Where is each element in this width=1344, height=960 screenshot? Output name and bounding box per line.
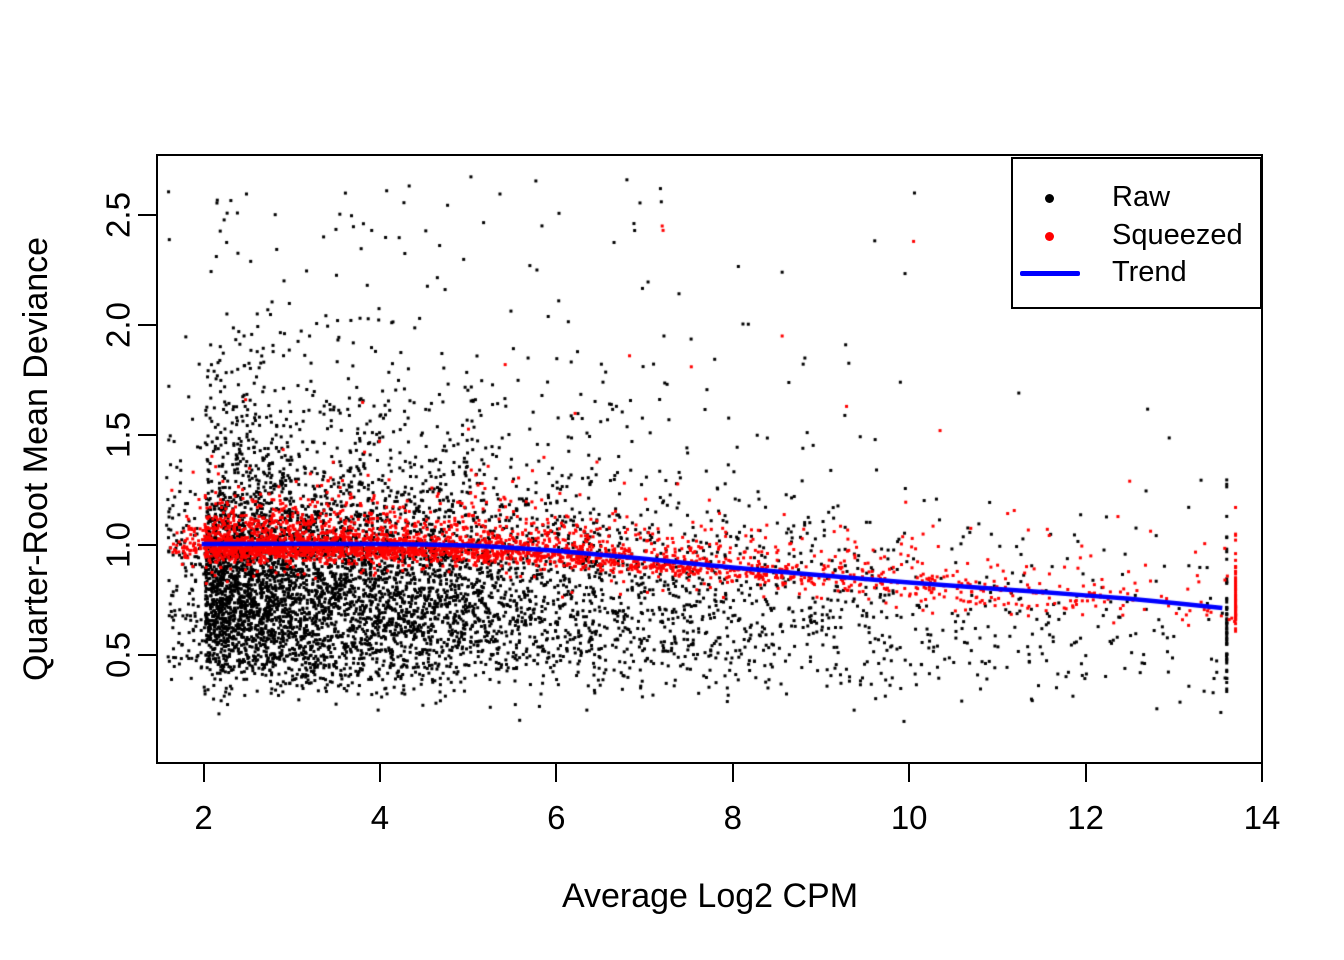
raw-point-icon	[1045, 194, 1054, 203]
x-tick	[378, 764, 381, 782]
x-tick	[1261, 764, 1264, 782]
y-tick-label: 0.5	[99, 632, 137, 678]
squeezed-point-icon	[1045, 232, 1054, 241]
x-tick	[202, 764, 205, 782]
x-tick-label: 4	[370, 799, 390, 836]
y-tick-label: 1.0	[99, 522, 137, 568]
y-tick-label: 1.5	[99, 412, 137, 458]
x-tick-label: 2	[194, 799, 213, 836]
legend-label-trend: Trend	[1112, 255, 1187, 288]
x-tick-label: 10	[890, 799, 928, 836]
x-axis-title: Average Log2 CPM	[561, 877, 859, 915]
x-tick-label: 8	[723, 799, 742, 836]
y-tick	[138, 214, 156, 216]
y-tick-label: 2.0	[99, 302, 137, 348]
legend-label-squeezed: Squeezed	[1112, 218, 1243, 251]
x-tick	[731, 764, 734, 782]
x-tick	[555, 764, 558, 782]
y-tick	[138, 544, 156, 546]
legend-label-raw: Raw	[1112, 180, 1171, 213]
x-tick-label: 6	[547, 799, 566, 836]
x-tick	[908, 764, 911, 782]
y-tick	[138, 324, 156, 326]
legend: Raw Squeezed Trend	[1011, 157, 1262, 309]
trend-line-icon	[1020, 271, 1080, 276]
x-tick-label: 12	[1067, 799, 1104, 836]
x-tick-label: 14	[1243, 799, 1281, 836]
y-axis-title: Quarter-Root Mean Deviance	[17, 236, 55, 682]
y-tick	[138, 654, 156, 656]
y-tick-label: 2.5	[99, 192, 137, 238]
x-tick	[1084, 764, 1087, 782]
y-tick	[138, 434, 156, 436]
